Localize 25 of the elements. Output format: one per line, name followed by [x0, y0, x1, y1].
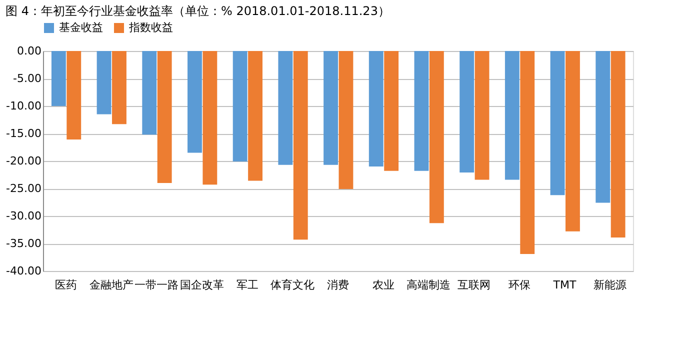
x-tick-label: 体育文化: [270, 278, 315, 292]
x-tick-label: 国企改革: [180, 278, 224, 292]
x-tick-label: 医药: [54, 278, 77, 292]
x-tick-label: 农业: [372, 278, 394, 292]
y-tick-label: -5.00: [13, 72, 42, 85]
y-tick-label: -35.00: [6, 237, 42, 250]
x-tick-label: 环保: [508, 278, 530, 292]
y-tick-label: -30.00: [6, 210, 42, 222]
x-tick-label: 高端制造: [406, 278, 451, 292]
chart-title: 图 4：年初至今行业基金收益率（单位：% 2018.01.01-2018.11.23）: [6, 4, 390, 18]
y-tick-label: -15.00: [6, 127, 42, 140]
x-tick-label: 互联网: [458, 278, 491, 292]
y-tick-label: -20.00: [6, 154, 42, 168]
y-tick-label: 0.00: [17, 44, 42, 58]
y-tick-label: -40.00: [6, 264, 42, 278]
x-tick-label: TMT: [552, 278, 576, 292]
y-tick-label: -25.00: [6, 182, 42, 195]
legend-label: 指数收益: [128, 21, 173, 34]
legend-label: 基金收益: [59, 21, 103, 34]
y-tick-label: -10.00: [6, 100, 42, 112]
x-tick-label: 新能源: [594, 278, 627, 292]
x-tick-label: 军工: [236, 278, 258, 292]
x-tick-label: 消费: [327, 278, 349, 292]
x-tick-label: 金融地产: [89, 278, 134, 292]
x-tick-label: 一带一路: [134, 278, 179, 292]
